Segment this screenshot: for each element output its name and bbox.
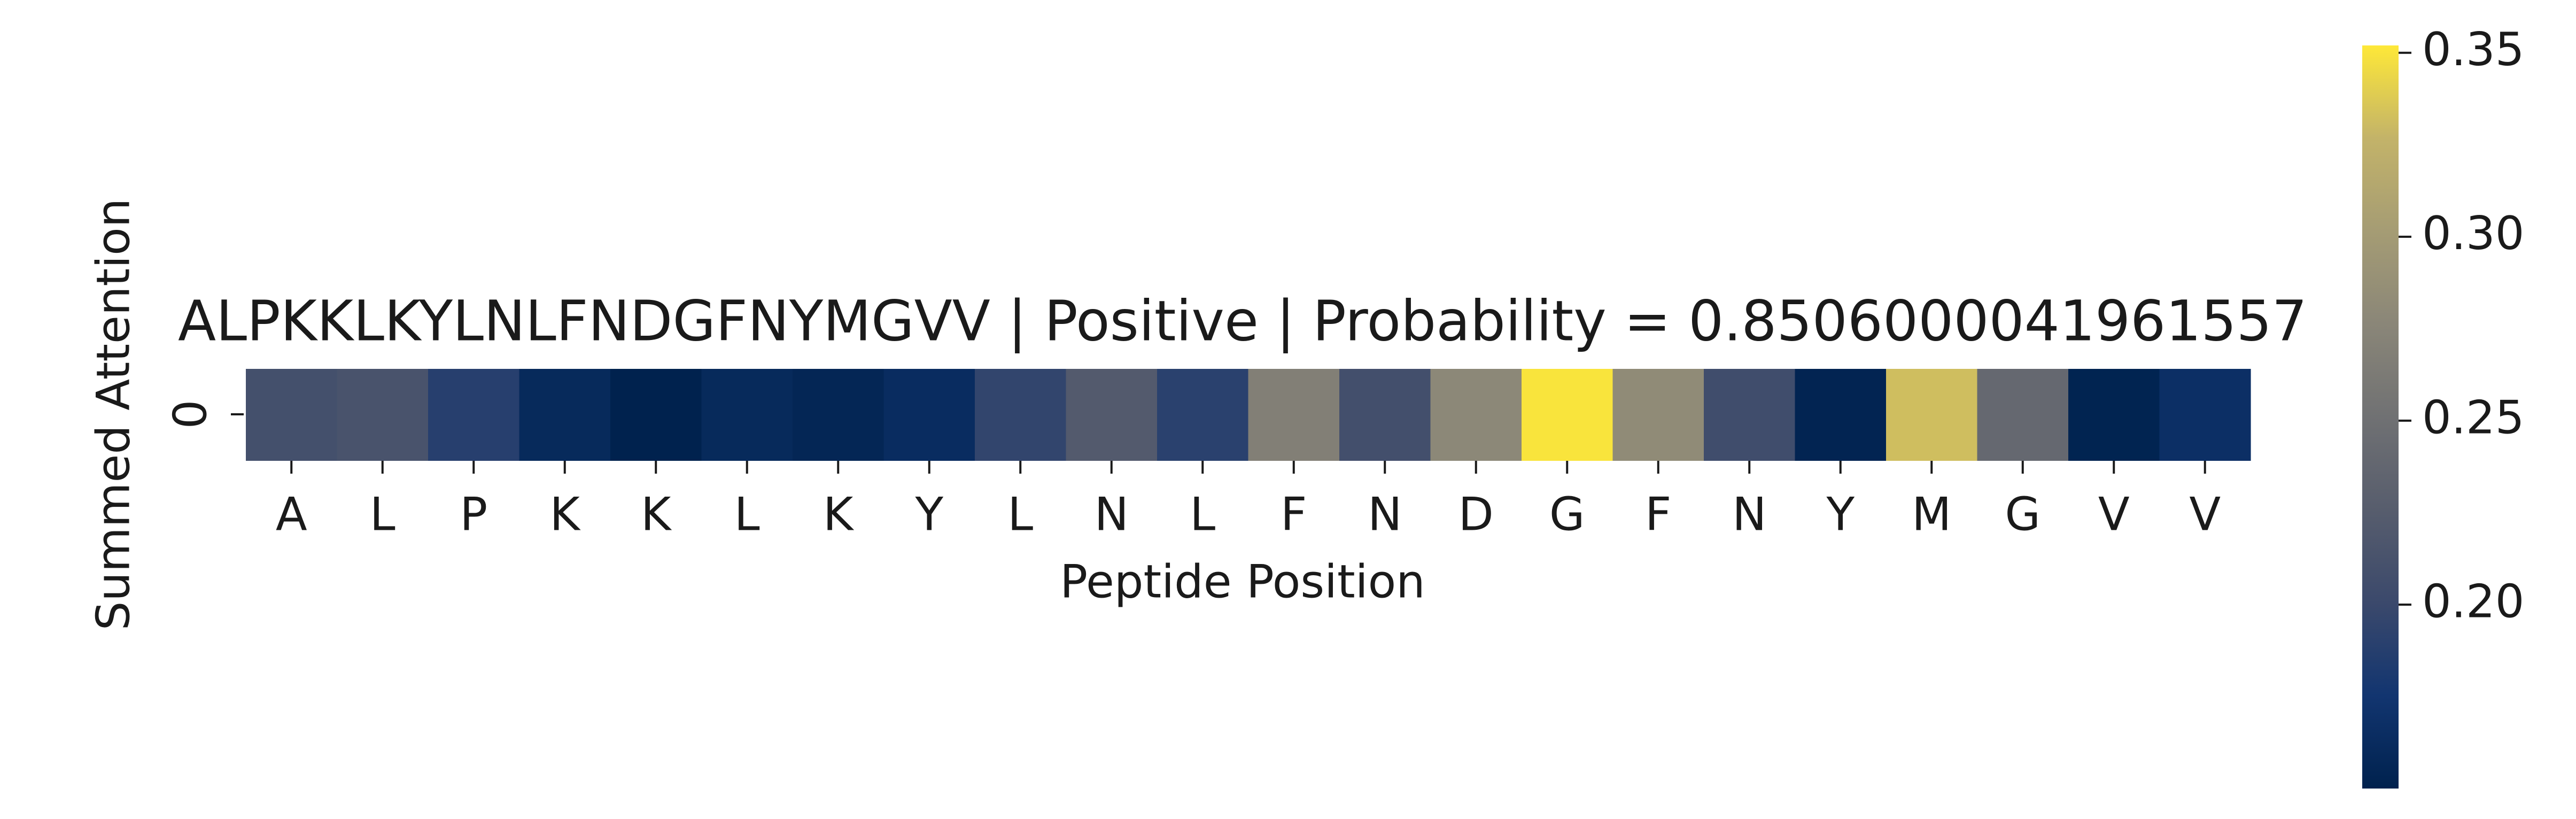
heatmap-cells [246,369,2251,461]
colorbar-tick-label: 0.35 [2422,23,2524,76]
heatmap-cell [1339,369,1431,461]
heatmap-cell [1977,369,2069,461]
heatmap-cell [1612,369,1704,461]
x-tick-label: K [641,488,672,541]
heatmap-cell [975,369,1067,461]
x-tick-label: G [1549,488,1585,541]
x-tick-label: D [1458,488,1494,541]
heatmap-cell [1704,369,1796,461]
x-tick-label: L [1007,488,1033,541]
x-tick-label: G [2005,488,2040,541]
x-tick-label: N [1732,488,1766,541]
x-tick-label: Y [914,488,943,541]
colorbar-gradient [2362,45,2399,789]
x-tick-label: K [550,488,581,541]
heatmap-cell [1795,369,1887,461]
colorbar: 0.20 0.25 0.30 0.35 [2362,23,2524,789]
heatmap-cell [246,369,338,461]
heatmap-cell [1430,369,1522,461]
heatmap-cell [428,369,520,461]
heatmap-cell [2159,369,2251,461]
chart-title: ALPKKLKYLNLFNDGFNYMGVV | Positive | Prob… [178,288,2307,353]
x-tick-label: L [734,488,760,541]
x-axis-label: Peptide Position [1060,555,1425,608]
x-tick-label: P [460,488,487,541]
heatmap-cell [1522,369,1613,461]
heatmap-cell [519,369,611,461]
x-tick-label: Y [1826,488,1855,541]
colorbar-tick-label: 0.25 [2422,391,2524,444]
x-tick-label: L [370,488,395,541]
x-tick-label: A [276,488,307,541]
y-axis-label: Summed Attention [87,198,140,630]
x-tick-label: F [1645,488,1671,541]
x-tick-label: L [1190,488,1215,541]
colorbar-ticks: 0.20 0.25 0.30 0.35 [2399,23,2524,628]
y-tick-label: 0 [164,400,217,429]
heatmap-cell [883,369,975,461]
x-tick-label: N [1095,488,1129,541]
x-tick-label: V [2189,488,2221,541]
heatmap-cell [793,369,884,461]
x-tick-label: F [1281,488,1307,541]
x-tick-label: M [1912,488,1951,541]
x-tick-label: K [823,488,855,541]
y-axis: 0 [164,400,244,429]
heatmap-cell [701,369,793,461]
heatmap-cell [1157,369,1249,461]
x-tick-label: N [1368,488,1402,541]
heatmap-cell [610,369,702,461]
heatmap-cell [1248,369,1340,461]
colorbar-tick-label: 0.30 [2422,207,2524,260]
x-tick-label: V [2098,488,2130,541]
colorbar-tick-label: 0.20 [2422,575,2524,628]
heatmap-cell [337,369,429,461]
heatmap-cell [1066,369,1158,461]
heatmap-cell [2068,369,2160,461]
heatmap-cell [1886,369,1978,461]
